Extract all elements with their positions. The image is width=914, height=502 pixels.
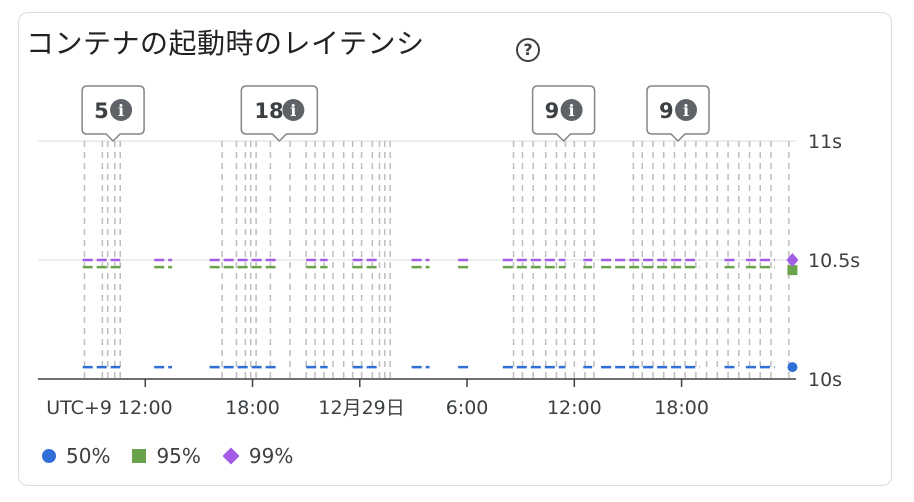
legend-square-icon [132,449,147,463]
legend-label-p99: 99% [248,444,294,468]
x-tick-label: 12月29日 [318,397,404,419]
info-icon [110,99,133,121]
chart-card [18,12,892,486]
x-tick-label: 12:00 [118,397,173,419]
chart-legend: 50% 95% 99% [42,444,315,468]
series-99-point [786,253,799,267]
info-icon [675,99,698,121]
chart-title: コンテナの起動時のレイテンシ [26,27,425,60]
event-count: 5 [94,99,109,123]
legend-circle-icon [42,449,56,463]
event-count: 9 [545,99,560,123]
legend-label-p50: 50% [66,444,111,468]
info-icon-glyph: i [683,101,689,120]
legend-item-p95[interactable]: 95% [132,444,201,468]
info-icon-glyph: i [569,101,575,120]
legend-diamond-icon [222,447,240,465]
x-tick-label: 12:00 [547,397,602,419]
x-tick-label: 18:00 [654,397,709,419]
x-tick-label: UTC+9 [46,397,112,419]
info-icon [282,99,305,121]
legend-item-p50[interactable]: 50% [42,444,110,468]
legend-item-p99[interactable]: 99% [222,444,294,468]
legend-label-p95: 95% [156,444,201,468]
x-tick-label: 18:00 [225,397,280,419]
info-icon-glyph: i [118,101,124,120]
info-icon [560,99,583,121]
help-circle-icon[interactable]: ? [516,38,540,62]
y-tick-label: 10.5s [808,250,860,272]
event-badge[interactable]: 18 i [240,85,319,143]
x-tick-label: 6:00 [446,397,489,419]
info-icon-glyph: i [290,101,296,120]
event-badge-box [240,85,319,143]
event-count: 9 [659,99,674,123]
y-tick-label: 11s [808,131,842,153]
event-count: 18 [254,99,283,123]
series-95-point [787,265,798,276]
series-50-point [787,362,798,373]
y-tick-label: 10s [808,369,842,391]
